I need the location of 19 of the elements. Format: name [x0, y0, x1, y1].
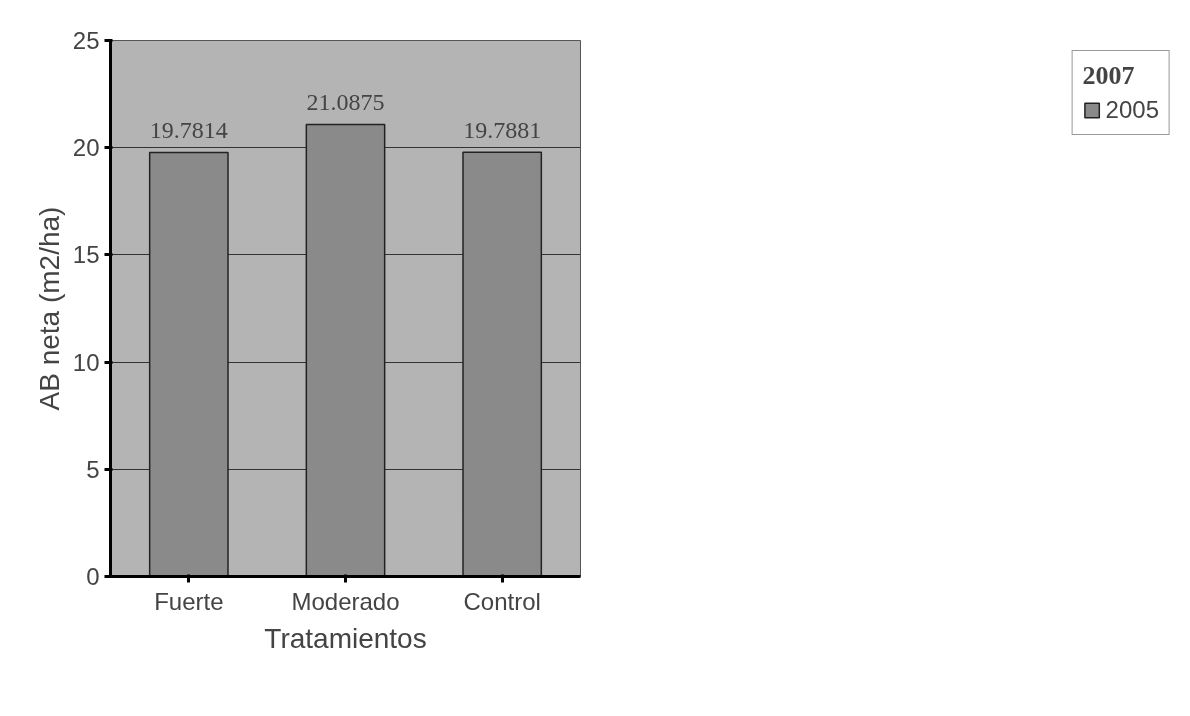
x-tick-label: Moderado	[291, 587, 400, 615]
x-tick-label: Fuerte	[154, 587, 224, 615]
legend-title: 2007	[1082, 61, 1136, 91]
data-label: 19.7881	[463, 117, 542, 144]
y-tick-label: 15	[72, 241, 100, 269]
bar	[305, 123, 386, 577]
y-tick-label: 10	[72, 348, 100, 376]
data-label: 21.0875	[306, 89, 385, 116]
y-tick-label: 5	[86, 455, 100, 483]
y-axis-title: AB neta (m2/ha)	[33, 206, 65, 411]
x-axis-title: Tratamientos	[264, 622, 427, 654]
legend-label: 2005	[1105, 96, 1159, 124]
bar	[462, 151, 543, 577]
y-tick-label: 20	[72, 134, 100, 162]
data-label: 19.7814	[149, 117, 228, 144]
y-tick-label: 25	[72, 27, 100, 54]
x-tick-label: Control	[463, 587, 541, 615]
bar	[148, 151, 229, 577]
y-tick-label: 0	[86, 563, 100, 590]
